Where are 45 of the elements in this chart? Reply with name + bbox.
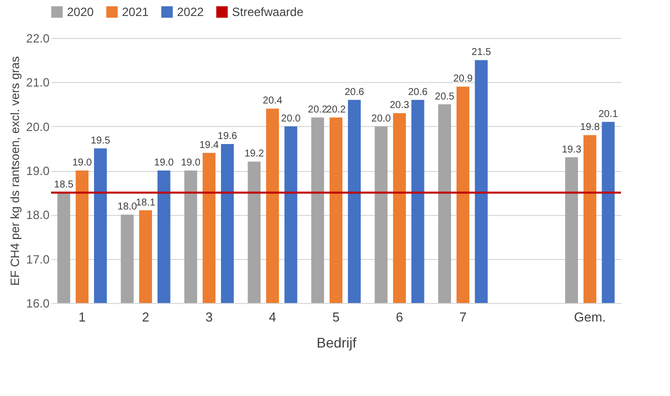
- x-tick-label: 3: [205, 310, 213, 324]
- x-axis-title: Bedrijf: [316, 334, 356, 350]
- data-label: 20.0: [281, 113, 302, 124]
- data-label: 20.6: [408, 86, 428, 98]
- legend-label: 2022: [177, 5, 204, 19]
- y-axis-title: EF CH4 per kg ds rantsoen, excl. vers gras: [8, 56, 22, 286]
- data-label: 19.0: [72, 158, 92, 168]
- data-label: 21.5: [472, 47, 492, 58]
- y-tick-label: 18.0: [26, 208, 50, 222]
- legend-label: 2020: [67, 5, 94, 19]
- x-tick-label: 4: [268, 310, 276, 324]
- data-label: 19.4: [199, 140, 220, 151]
- data-label: 20.9: [453, 74, 474, 85]
- y-tick-label: 21.0: [26, 76, 50, 90]
- y-tick-label: 16.0: [26, 296, 50, 310]
- x-tick-label: 7: [459, 310, 467, 324]
- data-label: 19.0: [180, 158, 201, 168]
- legend-label: 2021: [122, 5, 150, 19]
- y-tick-label: 22.0: [26, 32, 50, 46]
- x-tick-label: 2: [142, 310, 150, 324]
- data-label: 19.5: [90, 135, 111, 146]
- data-label: 18.1: [136, 197, 156, 208]
- data-label: 20.5: [434, 91, 455, 102]
- data-label: 18.5: [54, 180, 74, 191]
- x-tick-label: Gem.: [574, 310, 606, 324]
- x-tick-label: 6: [396, 310, 404, 324]
- data-label: 18.0: [118, 202, 138, 213]
- y-tick-label: 17.0: [26, 252, 50, 266]
- data-label: 19.3: [562, 144, 582, 156]
- data-label: 19.6: [218, 131, 238, 142]
- data-label: 19.0: [154, 158, 174, 168]
- legend-label: Streefwaarde: [232, 5, 304, 19]
- data-label: 20.2: [326, 104, 346, 116]
- data-label: 20.4: [262, 96, 283, 107]
- data-label: 20.6: [344, 86, 365, 98]
- y-tick-label: 20.0: [26, 120, 50, 134]
- data-label: 20.2: [308, 104, 328, 116]
- x-tick-label: 5: [332, 310, 340, 324]
- data-label: 20.1: [598, 108, 618, 120]
- data-label: 20.0: [371, 113, 392, 124]
- y-tick-label: 19.0: [26, 164, 50, 178]
- data-label: 19.8: [580, 122, 600, 134]
- data-label: 19.2: [244, 148, 264, 160]
- data-label: 20.3: [390, 100, 410, 112]
- x-tick-label: 1: [78, 310, 86, 324]
